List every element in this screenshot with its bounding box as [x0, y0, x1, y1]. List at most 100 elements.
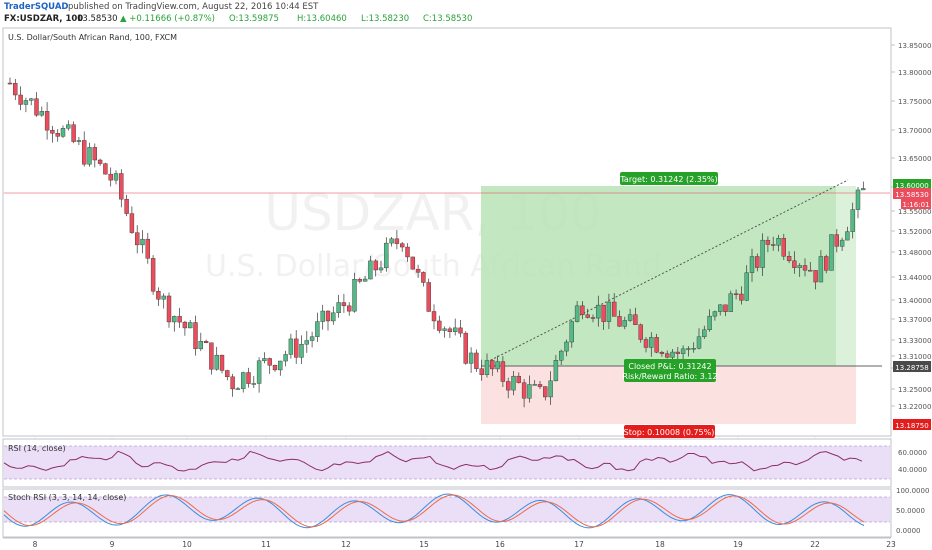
- stop-label-box: [624, 425, 715, 438]
- candle-down: [357, 279, 362, 282]
- candle-down: [405, 246, 410, 258]
- candle-up: [60, 128, 66, 137]
- candle-up: [198, 341, 204, 350]
- target-price-tag-text: 13.60000: [895, 182, 928, 190]
- candle-up: [818, 256, 824, 283]
- candle-down: [92, 147, 98, 161]
- candle-up: [696, 336, 702, 349]
- candle-down: [659, 352, 665, 354]
- entry-price-tag-text: 13.28758: [895, 364, 928, 372]
- time-axis[interactable]: 8 9 10 11 12 15 16 17 18 19 22 23: [33, 540, 896, 549]
- stoch-tick-0: 0.0000: [896, 527, 921, 535]
- candle-down: [272, 365, 278, 371]
- brand-label[interactable]: TraderSQUAD: [4, 2, 68, 12]
- candle-up: [187, 322, 193, 329]
- candle-up: [336, 302, 341, 314]
- candle-up: [850, 209, 855, 232]
- candle-down: [612, 301, 617, 317]
- candle-down: [325, 310, 331, 322]
- last-price: 13.58530: [77, 14, 118, 24]
- candle-down: [500, 361, 506, 382]
- candle-down: [802, 265, 808, 271]
- price-tick-label: 13.55000: [898, 208, 931, 216]
- stoch-tick-100: 100.0000: [896, 487, 929, 495]
- candle-up: [140, 238, 145, 246]
- candle-up: [532, 384, 537, 386]
- candle-down: [781, 238, 786, 257]
- candlestick-series: [7, 77, 866, 408]
- time-axis-label: 19: [733, 540, 743, 549]
- candle-down: [638, 324, 643, 340]
- candle-down: [230, 376, 235, 390]
- candle-up: [251, 383, 257, 385]
- candle-up: [23, 100, 29, 105]
- time-axis-label: 17: [574, 540, 584, 549]
- price-axis[interactable]: 13.85000 13.80000 13.75000 13.70000 13.65000…: [891, 42, 931, 411]
- stoch-k-line: [3, 493, 865, 529]
- price-tick-label: 13.65000: [898, 155, 931, 163]
- open-value: O:13.59875: [229, 14, 279, 24]
- candle-down: [145, 238, 151, 259]
- candle-down: [410, 256, 415, 270]
- candle-down: [7, 82, 13, 85]
- stoch-band: [4, 497, 890, 522]
- candle-up: [66, 124, 71, 129]
- symbol-label[interactable]: FX:USDZAR, 100: [4, 14, 83, 24]
- candle-up: [712, 311, 718, 317]
- price-tick-label: 13.40000: [898, 297, 931, 305]
- candle-up: [839, 239, 845, 247]
- candle-down: [209, 342, 214, 370]
- candle-down: [156, 290, 161, 300]
- candle-down: [654, 337, 659, 353]
- price-tick-label: 13.80000: [898, 69, 931, 77]
- candle-down: [108, 173, 113, 181]
- candle-down: [400, 243, 405, 248]
- stop-label: Stop: 0.10008 (0.75%): [624, 428, 715, 437]
- candle-down: [219, 354, 225, 371]
- candle-down: [537, 384, 543, 387]
- candle-down: [166, 295, 172, 323]
- candle-up: [861, 188, 866, 191]
- candle-down: [813, 270, 818, 283]
- candle-down: [373, 260, 378, 271]
- candle-up: [442, 328, 447, 331]
- candle-up: [172, 316, 177, 323]
- candle-down: [97, 159, 103, 164]
- pnl-label-box: [624, 359, 716, 382]
- candle-up: [670, 351, 675, 358]
- candle-up: [453, 327, 458, 332]
- candle-down: [516, 375, 521, 383]
- candle-up: [278, 360, 283, 371]
- candle-down: [150, 258, 156, 292]
- time-axis-label: 10: [182, 540, 192, 549]
- candle-up: [649, 337, 654, 348]
- candle-up: [829, 234, 834, 271]
- candle-down: [580, 305, 585, 315]
- candle-up: [527, 384, 532, 399]
- candle-down: [675, 351, 680, 354]
- candle-up: [352, 279, 357, 312]
- candle-down: [182, 321, 188, 329]
- candle-down: [81, 140, 87, 165]
- price-tick-label: 13.44000: [898, 274, 931, 282]
- candle-down: [490, 360, 495, 370]
- candle-down: [786, 256, 792, 262]
- candle-up: [87, 147, 92, 165]
- candle-up: [304, 340, 309, 345]
- candle-up: [744, 272, 749, 301]
- candle-down: [119, 173, 124, 200]
- candle-down: [421, 272, 426, 283]
- candle-down: [771, 244, 776, 246]
- candle-up: [564, 341, 569, 352]
- candle-up: [760, 239, 765, 268]
- candle-down: [394, 238, 400, 244]
- candle-up: [680, 348, 686, 354]
- candle-up: [553, 360, 559, 382]
- candle-down: [431, 311, 437, 322]
- current-price-tag: [893, 188, 931, 199]
- price-tick-label: 13.31000: [898, 353, 931, 361]
- candle-up: [214, 354, 219, 370]
- candle-up: [622, 320, 627, 327]
- price-tick-label: 13.37000: [898, 316, 931, 324]
